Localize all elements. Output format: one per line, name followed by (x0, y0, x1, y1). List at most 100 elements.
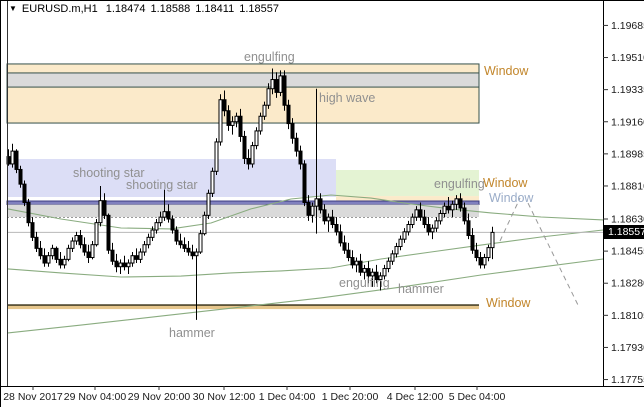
candle-body (486, 247, 491, 259)
price-tick-label: 1.17755 (611, 374, 644, 386)
price-tick-label: 1.19335 (611, 84, 644, 96)
candle-body (198, 233, 203, 253)
candle-body (118, 262, 123, 268)
candle-body (34, 236, 39, 249)
candle-body (306, 201, 311, 216)
candle-body (194, 251, 199, 257)
candle-body (434, 220, 439, 229)
pattern-label-shooting-star: shooting star (73, 166, 145, 180)
candle-body (230, 121, 235, 126)
price-axis[interactable]: 1.19685 1.19510 1.19335 1.19160 1.18985 1.188… (603, 20, 644, 386)
price-tick-label: 1.18630 (611, 214, 644, 226)
candle-body (382, 268, 387, 277)
candle-body (378, 275, 383, 281)
candle-body (386, 260, 391, 270)
candle-body (14, 150, 19, 170)
price-tick-label: 1.19510 (611, 52, 644, 64)
candle-body (70, 240, 75, 249)
candle-body (66, 247, 71, 260)
candle-body (54, 247, 59, 260)
price-tick-label: 1.18105 (611, 310, 644, 322)
candle-body (290, 123, 295, 139)
symbol-timeframe-label: EURUSD.m,H1 (21, 2, 98, 15)
ma-fast (7, 194, 604, 230)
candle-body (418, 209, 423, 218)
candle-body (470, 235, 475, 251)
candle-body (50, 247, 55, 257)
candle-body (302, 163, 307, 203)
ma-slow (7, 258, 604, 334)
pattern-label-shooting-star: shooting star (126, 178, 198, 192)
candle-body (258, 115, 263, 132)
time-tick-label: 29 Nov 20:00 (128, 391, 191, 403)
band-gray-mid (7, 204, 479, 217)
candle-body (246, 157, 251, 165)
candle-body (142, 244, 147, 253)
candle-body (482, 257, 487, 266)
candle-body (62, 258, 67, 266)
candle-body (342, 242, 347, 251)
candle-body (326, 216, 331, 222)
candle-body (210, 170, 215, 194)
candle-body (178, 240, 183, 246)
candle-body (222, 99, 227, 112)
quote-low: 1.18411 (195, 2, 235, 15)
candle-body (406, 224, 411, 233)
candle-body (58, 258, 63, 266)
candle-body (86, 251, 91, 259)
candle-body (254, 130, 259, 147)
candle-body (438, 212, 443, 222)
time-axis[interactable]: 28 Nov 2017 29 Nov 04:00 29 Nov 20:00 30 No… (3, 386, 505, 403)
candle-body (250, 145, 255, 165)
candle-body (186, 247, 191, 253)
candle-body (262, 104, 267, 117)
candle-body (318, 198, 323, 211)
candle-body (374, 271, 379, 281)
time-tick-label: 30 Nov 12:00 (193, 391, 256, 403)
candle-body (106, 214, 111, 251)
time-tick-label: 4 Dec 12:00 (387, 391, 444, 403)
candle-body (174, 229, 179, 242)
candle-body (330, 216, 335, 226)
candle-body (422, 216, 427, 226)
candle-body (154, 222, 159, 231)
candle-body (42, 255, 47, 264)
price-tick-label: 1.19160 (611, 116, 644, 128)
candle-body (46, 255, 51, 264)
candle-body (362, 268, 367, 273)
price-tick-label: 1.18985 (611, 148, 644, 160)
candle-body (238, 115, 243, 137)
window-band-gray-top (6, 72, 480, 88)
candle-body (170, 218, 175, 231)
candle-body (78, 235, 83, 246)
quote-high: 1.18588 (150, 2, 191, 15)
candle-body (130, 255, 135, 264)
candle-body (286, 104, 291, 125)
current-price-value: 1.18557 (608, 226, 644, 238)
band-lavender (7, 159, 336, 197)
candle-body (294, 137, 299, 152)
candle-body (114, 260, 119, 268)
candle-body (138, 251, 143, 260)
candle-body (334, 224, 339, 233)
candle-body (414, 209, 419, 218)
candle-body (446, 205, 451, 211)
candle-body (458, 198, 463, 209)
candle-body (202, 214, 207, 235)
time-tick-label: 5 Dec 04:00 (449, 391, 506, 403)
candle-body (450, 203, 455, 211)
candle-body (278, 75, 283, 93)
candle-body (266, 88, 271, 106)
candle-body (134, 255, 139, 260)
price-tick-label: 1.18455 (611, 246, 644, 258)
price-tick-label: 1.19685 (611, 20, 644, 32)
candle-body (38, 247, 43, 257)
candle-body (110, 249, 115, 262)
candle-body (310, 205, 315, 216)
candle-body (158, 216, 163, 224)
candle-body (430, 227, 435, 233)
candle-body (366, 268, 371, 277)
candle-body (490, 231, 495, 249)
